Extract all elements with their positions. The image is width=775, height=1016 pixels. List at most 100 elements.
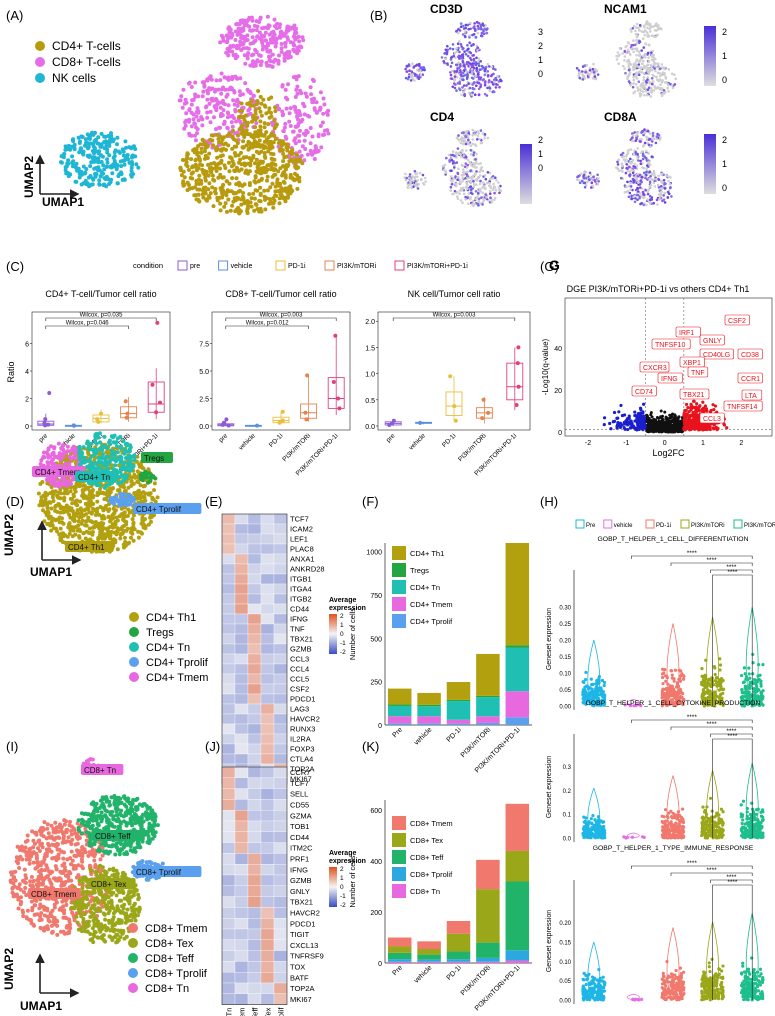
expression-point [653, 185, 657, 188]
expression-point [588, 69, 592, 72]
expression-point [450, 61, 454, 65]
expression-point [408, 177, 411, 180]
box-point [124, 415, 129, 420]
expression-point [667, 90, 670, 93]
cd4-cell-point [258, 94, 263, 99]
cd8-cell-point [283, 52, 288, 57]
significance-label: Wilcox, p=0.035 [80, 313, 124, 319]
cd8-cell-point [268, 59, 273, 64]
expression-point [490, 198, 493, 201]
expression-point [643, 56, 647, 59]
y-tick-label: 2.5 [199, 397, 209, 404]
nk-cell-point [118, 159, 123, 164]
expression-point [467, 179, 470, 183]
gene-point-up [709, 408, 713, 413]
expression-point [624, 160, 627, 163]
expression-point [659, 195, 662, 198]
expression-point [649, 184, 653, 187]
expression-point [650, 91, 653, 94]
nk-cell-point [74, 179, 79, 184]
gene-label: TBX21 [683, 392, 705, 399]
cd4-cell-point [233, 153, 238, 158]
cd8-cell-point [229, 120, 234, 125]
gene-point-ns [673, 413, 677, 417]
cd4-cell-point [227, 160, 231, 165]
cd8-cell-point [283, 31, 288, 36]
expression-point [444, 171, 448, 174]
gene-point-down [615, 424, 619, 429]
cd4-cell-point [290, 147, 295, 152]
cd4-cell-point [211, 133, 216, 138]
cd8-cell-point [225, 92, 230, 97]
expression-point [642, 76, 646, 79]
panel-label-d: (D) [6, 494, 24, 509]
gene-point-ns [661, 420, 665, 424]
th1-cell-point [115, 526, 120, 531]
expression-point [583, 181, 587, 185]
cd4-cell-point [254, 157, 259, 162]
nk-cell-point [59, 154, 64, 159]
cd8-cell-point [312, 148, 317, 153]
nk-cell-point [65, 170, 70, 175]
expression-point [649, 95, 653, 98]
expression-point [488, 192, 492, 195]
cd4-cell-point [254, 169, 259, 174]
expression-point [650, 196, 654, 199]
cd4-cell-point [218, 201, 223, 206]
gene-point-down [638, 406, 643, 410]
nk-cell-point [111, 162, 116, 167]
expression-point [455, 89, 458, 92]
expression-point [628, 71, 632, 74]
nk-cell-point [103, 134, 108, 139]
expression-point [633, 162, 636, 166]
expression-point [416, 175, 419, 179]
nk-cell-point [104, 174, 109, 179]
cd8-cell-point [255, 34, 260, 39]
expression-point [466, 176, 470, 180]
expression-point [641, 84, 644, 87]
expression-point [640, 49, 643, 52]
expression-point [477, 57, 481, 60]
cd8-cell-point [265, 63, 270, 68]
expression-point [635, 58, 639, 61]
nk-cell-point [100, 154, 105, 159]
cd8-cell-point [249, 28, 254, 33]
cd4-cell-point [220, 153, 225, 158]
cd8-cell-point [300, 144, 305, 149]
expression-point [470, 58, 473, 62]
cd8-cell-point [276, 59, 281, 63]
expression-point [626, 75, 629, 78]
cd8-cell-point [312, 107, 317, 112]
y-tick-label: 4 [25, 369, 29, 376]
expression-point [671, 86, 675, 90]
cd4-cell-point [263, 195, 268, 200]
expression-point [492, 72, 495, 76]
cd8-cell-point [238, 18, 243, 23]
expression-point [462, 154, 466, 157]
cd4-cell-point [249, 196, 254, 201]
expression-point [647, 35, 651, 38]
box-point [154, 410, 159, 415]
expression-point [483, 73, 487, 77]
expression-point [620, 162, 624, 165]
box-point [452, 404, 457, 409]
expression-point [585, 63, 589, 67]
nk-cell-point [115, 163, 120, 168]
expression-point [407, 75, 411, 79]
expression-point [642, 133, 645, 137]
expression-point [654, 69, 657, 73]
expression-point [617, 55, 620, 58]
expression-point [490, 200, 494, 204]
gene-point-up [692, 399, 696, 403]
cd4-cell-point [197, 199, 202, 204]
cd4-cell-point [259, 166, 264, 171]
cd4-cell-point [258, 109, 263, 114]
cd8-cell-point [201, 89, 206, 94]
expression-point [662, 66, 665, 69]
cd8-cell-point [225, 110, 230, 115]
cd8-cell-point [301, 131, 306, 136]
expression-point [635, 38, 638, 42]
expression-point [466, 174, 469, 177]
nk-cell-point [70, 144, 75, 149]
cd4-cell-point [265, 188, 270, 193]
